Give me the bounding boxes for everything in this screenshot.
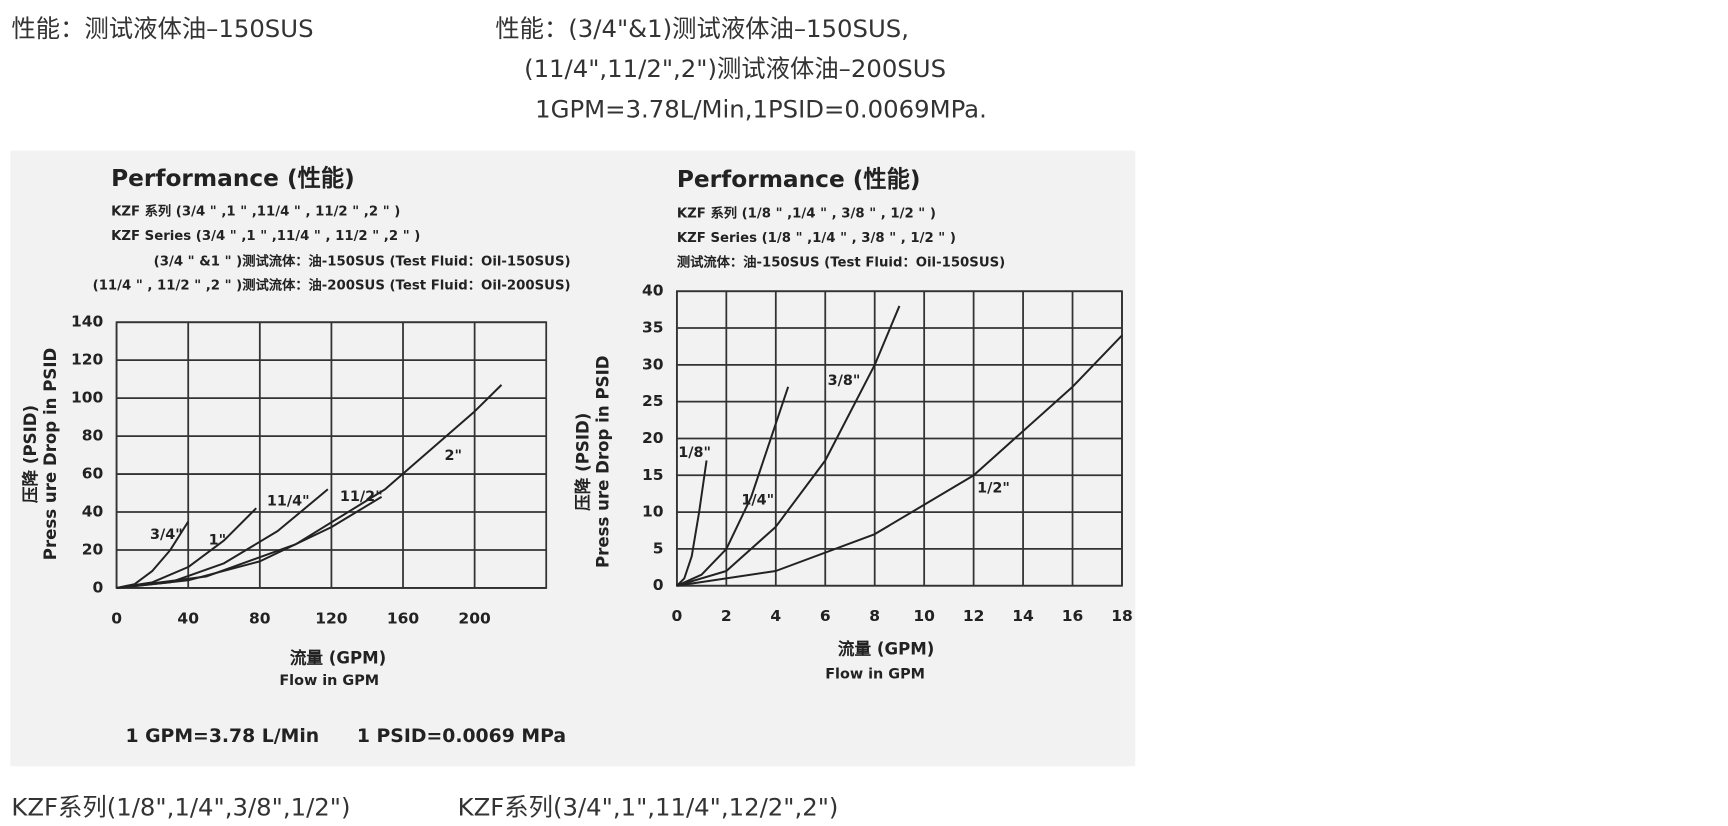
x-tick-label: 8	[869, 607, 880, 625]
y-tick-label: 15	[642, 466, 664, 484]
x-tick-label: 80	[249, 609, 271, 627]
y-tick-label: 0	[653, 576, 664, 594]
chart-subtitle: KZF 系列 (3/4 " ,1 " ,11/4 " , 11/2 " ,2 "…	[111, 202, 400, 219]
x-tick-label: 6	[820, 607, 831, 625]
chart-subtitle: (3/4 " &1 " )测试流体：油-150SUS (Test Fluid：O…	[154, 252, 571, 269]
y-tick-label: 120	[71, 351, 104, 369]
series-label: 1/8"	[678, 445, 711, 461]
y-tick-label: 25	[642, 392, 664, 410]
y-tick-label: 10	[642, 503, 664, 521]
x-tick-label: 40	[177, 609, 199, 627]
chart-subtitle: 测试流体：油-150SUS (Test Fluid：Oil-150SUS)	[677, 253, 1005, 270]
series-label: 3/8"	[828, 373, 861, 389]
chart-title: Performance (性能)	[677, 166, 921, 193]
plot-frame	[115, 321, 548, 589]
footer-right: KZF系列(3/4",1",11/4",12/2",2")	[458, 792, 839, 821]
y-tick-label: 5	[653, 539, 664, 557]
header-right: 1GPM=3.78L/Min,1PSID=0.0069MPa.	[535, 95, 987, 124]
y-axis-label: Press ure Drop in PSID	[593, 355, 612, 568]
y-axis-label: 压降 (PSID)	[572, 413, 592, 511]
series-label: 1"	[209, 532, 227, 548]
x-axis-label: Flow in GPM	[825, 666, 925, 682]
x-tick-label: 18	[1111, 607, 1133, 625]
footer-left: KZF系列(1/8",1/4",3/8",1/2")	[11, 792, 350, 821]
x-tick-label: 0	[671, 607, 682, 625]
series-label: 11/2"	[340, 489, 383, 505]
x-tick-label: 4	[770, 607, 781, 625]
x-tick-label: 10	[913, 607, 935, 625]
series-line	[116, 384, 503, 589]
x-tick-label: 0	[111, 609, 122, 627]
y-tick-label: 0	[93, 578, 104, 596]
y-tick-label: 20	[642, 429, 664, 447]
y-tick-label: 60	[82, 465, 104, 483]
unit-note: 1 GPM=3.78 L/Min	[125, 726, 319, 747]
y-tick-label: 100	[71, 389, 104, 407]
series-line	[676, 305, 901, 587]
y-tick-label: 35	[642, 319, 664, 337]
y-axis-label: 压降 (PSID)	[20, 405, 40, 503]
series-line	[676, 386, 790, 587]
plot-frame	[675, 290, 1123, 587]
chart-subtitle: KZF 系列 (1/8 " ,1/4 " , 3/8 " , 1/2 " )	[677, 205, 936, 222]
x-tick-label: 12	[963, 607, 985, 625]
x-tick-label: 2	[721, 607, 732, 625]
header-right: 性能：(3/4"&1)测试液体油–150SUS,	[495, 14, 909, 43]
series-label: 1/2"	[977, 480, 1010, 496]
x-tick-label: 120	[315, 609, 348, 627]
x-axis-label: 流量 (GPM)	[290, 647, 386, 667]
series-label: 1/4"	[741, 492, 774, 508]
x-tick-label: 200	[458, 609, 491, 627]
x-axis-label: Flow in GPM	[279, 673, 379, 689]
chart-panel	[10, 150, 1136, 767]
y-tick-label: 40	[642, 282, 664, 300]
header-left: 性能：测试液体油–150SUS	[11, 14, 313, 43]
series-line	[676, 334, 1123, 587]
header-right: (11/4",11/2",2")测试液体油–200SUS	[524, 54, 946, 83]
series-label: 2"	[444, 448, 462, 464]
x-tick-label: 160	[387, 609, 420, 627]
chart-subtitle: KZF Series (3/4 " ,1 " ,11/4 " , 11/2 " …	[111, 229, 420, 244]
y-tick-label: 80	[82, 427, 104, 445]
x-tick-label: 14	[1012, 607, 1034, 625]
series-label: 3/4"	[150, 527, 183, 543]
y-tick-label: 30	[642, 355, 664, 373]
y-tick-label: 20	[82, 540, 104, 558]
chart-subtitle: (11/4 " , 11/2 " ,2 " )测试流体：油-200SUS (Te…	[93, 277, 571, 294]
series-line	[676, 460, 708, 587]
y-tick-label: 140	[71, 313, 104, 331]
chart-subtitle: KZF Series (1/8 " ,1/4 " , 3/8 " , 1/2 "…	[677, 231, 956, 246]
y-axis-label: Press ure Drop in PSID	[41, 348, 60, 561]
y-tick-label: 40	[82, 503, 104, 521]
x-axis-label: 流量 (GPM)	[838, 638, 934, 658]
x-tick-label: 16	[1062, 607, 1084, 625]
unit-note: 1 PSID=0.0069 MPa	[357, 726, 566, 747]
chart-title: Performance (性能)	[111, 165, 355, 192]
series-label: 11/4"	[267, 494, 310, 510]
